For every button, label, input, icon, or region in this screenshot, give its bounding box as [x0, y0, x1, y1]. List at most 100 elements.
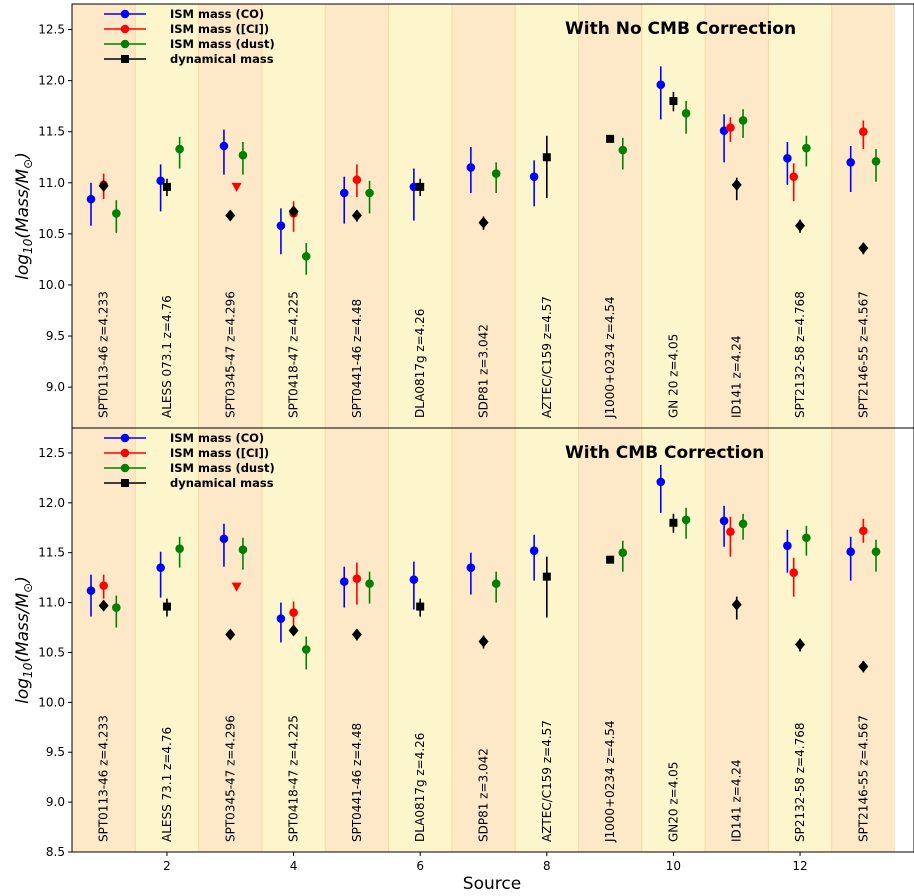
data-point	[846, 158, 855, 167]
legend-label: ISM mass (CO)	[170, 431, 264, 445]
source-label: ALESS 073.1 z=4.76	[160, 295, 174, 418]
source-label: SDP81 z=3.042	[477, 324, 491, 418]
source-label: ID141 z=4.24	[730, 335, 744, 418]
data-point	[726, 527, 735, 537]
legend-marker	[120, 39, 130, 49]
y-tick-label: 8.5	[46, 845, 65, 859]
data-point	[219, 534, 229, 544]
data-point	[162, 182, 171, 191]
data-point	[731, 178, 742, 191]
legend-marker	[121, 55, 129, 63]
y-tick-label: 12.0	[38, 496, 65, 510]
data-point	[365, 188, 374, 198]
data-point	[175, 544, 184, 554]
y-tick-label: 12.5	[38, 446, 65, 460]
data-point	[726, 123, 735, 132]
data-point	[409, 575, 419, 584]
source-label: SPT0345-47 z=4.296	[223, 291, 237, 418]
y-tick-label: 10.5	[38, 645, 65, 659]
panel-title: With CMB Correction	[565, 443, 764, 463]
source-label: DLA0817g z=4.26	[413, 309, 427, 418]
data-point	[858, 660, 869, 673]
source-band	[135, 428, 199, 852]
source-label: SDP81 z=3.042	[477, 748, 491, 842]
data-point	[542, 572, 551, 581]
data-point	[225, 628, 236, 641]
data-point	[802, 533, 811, 543]
legend-marker	[120, 9, 130, 19]
data-point	[783, 541, 792, 551]
source-label: GN 20 z=4.05	[666, 334, 680, 418]
legend-label: dynamical mass	[170, 52, 274, 66]
data-point	[738, 116, 748, 125]
source-band	[578, 4, 642, 428]
source-label: SPT0418-47 z=4.225	[287, 291, 301, 418]
data-point	[352, 175, 362, 185]
data-point	[112, 209, 121, 218]
legend-label: ISM mass (dust)	[170, 37, 275, 51]
x-tick-label: 4	[290, 859, 298, 873]
data-point	[669, 518, 678, 527]
data-point	[98, 179, 109, 192]
data-point	[802, 143, 811, 153]
source-band	[135, 4, 199, 428]
source-label: ALESS 73.1 z=4.76	[160, 727, 174, 842]
x-tick-label: 8	[543, 859, 551, 873]
source-band	[705, 428, 769, 852]
data-point	[162, 602, 171, 611]
data-point	[542, 153, 551, 162]
data-point	[351, 209, 362, 222]
legend-marker	[120, 24, 130, 34]
source-band	[641, 4, 706, 428]
legend-label: dynamical mass	[170, 476, 274, 490]
y-tick-label: 11.0	[38, 596, 65, 610]
data-point	[301, 645, 311, 654]
legend-label: ISM mass ([CI])	[170, 446, 269, 460]
data-point	[231, 582, 242, 592]
legend-marker	[121, 479, 129, 487]
legend-marker	[120, 463, 130, 473]
source-band	[515, 428, 579, 852]
source-label: SPT0113-46 z=4.233	[97, 715, 111, 842]
source-label: AZTEC/C159 z=4.57	[540, 720, 554, 842]
source-label: SPT0441-46 z=4.48	[350, 299, 364, 418]
data-point	[339, 188, 349, 198]
y-tick-label: 10.0	[38, 695, 65, 709]
data-point	[416, 602, 425, 611]
panel-title: With No CMB Correction	[565, 19, 796, 39]
data-point	[618, 548, 628, 558]
data-point	[365, 579, 374, 588]
data-point	[86, 586, 96, 595]
source-label: GN20 z=4.05	[666, 762, 680, 842]
data-point	[656, 80, 666, 90]
data-point	[351, 628, 362, 641]
data-point	[352, 574, 362, 583]
source-label: J1000+0234 z=4.54	[603, 720, 617, 843]
y-tick-label: 11.0	[38, 176, 65, 190]
source-band	[578, 428, 642, 852]
data-point	[466, 163, 476, 172]
y-tick-label: 12.5	[38, 23, 65, 37]
y-tick-label: 11.5	[38, 546, 65, 560]
data-point	[669, 97, 678, 106]
data-point	[846, 547, 855, 557]
source-band	[831, 4, 896, 428]
data-point	[156, 563, 165, 572]
data-point	[301, 252, 311, 261]
legend-label: ISM mass (CO)	[170, 7, 264, 21]
source-band	[72, 428, 136, 852]
y-axis-label-bottom: log10(Mass/M⊙)	[13, 576, 35, 704]
data-point	[98, 599, 109, 612]
data-point	[99, 581, 108, 590]
x-tick-label: 6	[416, 859, 424, 873]
data-point	[231, 182, 242, 192]
source-band	[388, 428, 452, 852]
y-tick-label: 9.5	[46, 745, 65, 759]
data-point	[859, 526, 868, 536]
panel-with-cmb: SPT0113-46 z=4.233 ALESS 73.1 z=4.76 SPT03…	[38, 427, 914, 873]
source-band	[72, 4, 136, 428]
data-point	[529, 172, 539, 181]
data-point	[175, 144, 184, 154]
data-point	[225, 209, 236, 222]
data-point	[409, 182, 419, 192]
